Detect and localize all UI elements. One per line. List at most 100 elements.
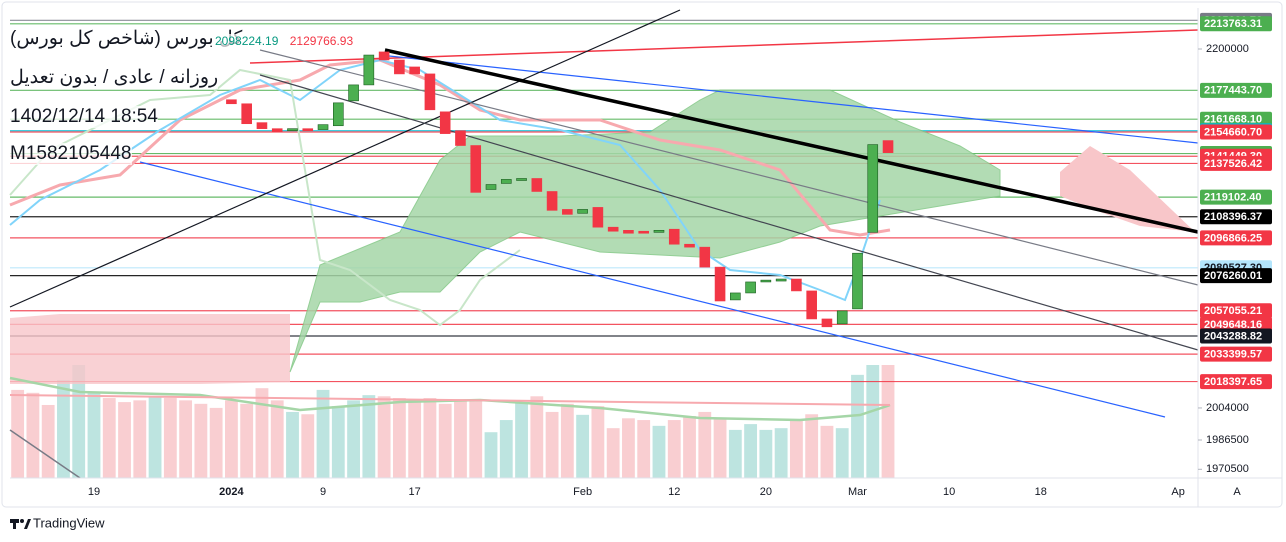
auto-scale-label[interactable]: A	[1233, 486, 1241, 498]
candle-body	[653, 230, 665, 233]
candle-body	[271, 128, 283, 132]
volume-bar	[454, 400, 467, 478]
volume-bar	[591, 406, 605, 478]
volume-bar	[179, 400, 193, 478]
candle-body	[516, 178, 527, 181]
volume-bar	[316, 389, 330, 478]
volume-bar	[652, 425, 666, 478]
y-tick-label: 1986500	[1206, 434, 1249, 446]
volume-bar	[255, 388, 269, 478]
candle-body	[607, 226, 619, 232]
candle-body	[836, 310, 848, 325]
candle-body	[317, 124, 329, 130]
candle-body	[363, 54, 375, 86]
price-label-box	[1200, 82, 1272, 98]
volume-bar	[286, 411, 299, 478]
y-tick-label: 1970500	[1206, 463, 1249, 475]
volume-bar	[515, 402, 528, 478]
volume-bar	[560, 403, 574, 478]
volume-bar	[881, 365, 895, 478]
volume-bar	[148, 396, 162, 478]
candle-body	[256, 122, 268, 129]
price-label: 2043288.82	[1204, 330, 1262, 342]
candle-body	[714, 266, 726, 302]
trend-line	[259, 74, 1199, 351]
candle-body	[409, 66, 420, 75]
trend-line	[379, 54, 1199, 144]
x-tick-label: 2024	[219, 486, 244, 498]
price-label: 2119102.40	[1204, 192, 1262, 204]
price-label-box	[1200, 374, 1272, 390]
x-tick-label: 18	[1035, 486, 1047, 498]
volume-bar	[759, 429, 773, 478]
price-label: 2154660.70	[1204, 126, 1262, 138]
volume-bar	[530, 396, 544, 478]
candle-body	[882, 140, 894, 153]
candle-body	[668, 228, 680, 245]
volume-bar	[377, 396, 391, 478]
price-label: 2033399.57	[1204, 349, 1262, 361]
price-label: 2018397.65	[1204, 376, 1262, 388]
y-tick-label: 2200000	[1206, 43, 1249, 55]
volume-bar	[499, 420, 513, 478]
candle-body	[394, 59, 405, 75]
x-tick-label: 12	[668, 486, 680, 498]
cloud-red	[1060, 146, 1195, 232]
legend-value: 2098224.19	[215, 34, 279, 48]
price-label-box	[1200, 316, 1272, 332]
price-label-box	[1200, 155, 1272, 171]
volume-bar	[209, 407, 223, 478]
candle-body	[684, 243, 695, 248]
candle-body	[577, 209, 588, 214]
volume-bar	[163, 398, 177, 478]
volume-bar	[835, 428, 849, 478]
x-tick-label: 9	[320, 486, 326, 498]
candle-body	[348, 84, 359, 102]
x-tick-label: 19	[88, 486, 100, 498]
datetime: 1402/12/14 18:54	[10, 106, 158, 128]
volume-bar	[698, 411, 712, 478]
candle-body	[821, 318, 833, 328]
volume-bar	[637, 420, 651, 478]
volume-bar	[133, 400, 147, 478]
price-label: 2108396.37	[1204, 211, 1262, 223]
volume-bar	[102, 398, 116, 478]
candle-body	[439, 111, 451, 134]
volume-bar	[789, 420, 803, 478]
price-label-box	[1200, 230, 1272, 246]
volume-bar	[118, 402, 131, 478]
volume-bar	[606, 428, 620, 478]
price-label: 2096866.25	[1204, 232, 1262, 244]
candle-body	[592, 207, 604, 228]
candle-body	[455, 130, 466, 146]
volume-bar	[622, 418, 635, 478]
volume-bar	[408, 402, 422, 478]
trend-line	[9, 9, 681, 308]
price-label: 2049648.16	[1204, 319, 1262, 331]
candle-body	[623, 230, 634, 234]
volume-bar	[438, 403, 452, 478]
volume-bar	[57, 380, 70, 478]
candle-body	[500, 179, 512, 184]
volume-bar	[347, 400, 360, 478]
candle-body	[699, 246, 711, 268]
price-label: 2057055.21	[1204, 305, 1262, 317]
candle-body	[287, 128, 298, 131]
price-label: 2213763.31	[1204, 18, 1262, 30]
volume-bar	[545, 411, 559, 478]
brand: TradingView	[33, 515, 105, 530]
candle-body	[775, 278, 787, 282]
x-tick-label: Mar	[848, 486, 867, 498]
volume-bar	[392, 398, 406, 478]
candle-body	[562, 209, 573, 215]
volume-bar	[820, 425, 834, 478]
candle-body	[546, 191, 558, 211]
candle-body	[333, 102, 344, 127]
volume-bar	[851, 374, 864, 478]
candle-body	[424, 73, 436, 111]
candle-body	[791, 278, 802, 292]
candle-body	[302, 128, 314, 131]
auto-scale-button[interactable]	[1226, 483, 1248, 501]
price-label: 2076260.01	[1204, 270, 1262, 282]
